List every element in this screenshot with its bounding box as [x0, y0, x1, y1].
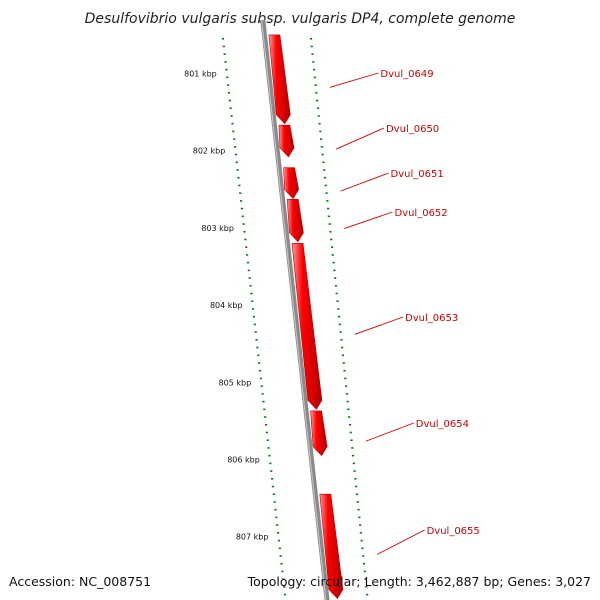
gene-label[interactable]: Dvul_0649	[380, 69, 433, 80]
scale-label: 807 kbp	[236, 533, 269, 542]
gene-arrow-dvul-0651[interactable]	[283, 167, 299, 200]
gene-arrow-shape[interactable]	[310, 410, 328, 457]
scale-label: 804 kbp	[210, 301, 243, 310]
gene-arrow-shape[interactable]	[268, 34, 291, 125]
gene-label[interactable]: Dvul_0651	[391, 169, 444, 180]
gene-arrow-dvul-0653[interactable]	[291, 243, 323, 410]
gene-leader-line	[329, 72, 379, 88]
map-title: Desulfovibrio vulgaris subsp. vulgaris D…	[85, 11, 516, 27]
accession-text: Accession: NC_008751	[9, 574, 151, 589]
gene-leader-line	[336, 127, 385, 150]
genome-summary-text: Topology: circular; Length: 3,462,887 bp…	[247, 574, 591, 589]
gene-arrow-shape[interactable]	[319, 493, 344, 599]
gene-arrow-dvul-0654[interactable]	[310, 410, 328, 457]
scale-label: 805 kbp	[219, 378, 252, 387]
label-layer: Dvul_0649 Dvul_0650 Dvul_0651 Dvul_0652 Dvul…	[329, 69, 480, 555]
gene-label[interactable]: Dvul_0655	[427, 526, 480, 537]
gene-leader-line	[344, 211, 393, 229]
gene-arrow-dvul-0650[interactable]	[278, 124, 295, 158]
gene-arrow-dvul-0652[interactable]	[286, 199, 304, 243]
gene-label[interactable]: Dvul_0653	[405, 313, 458, 324]
backbone-layer	[260, 19, 330, 600]
scale-label: 802 kbp	[193, 147, 226, 156]
gene-arrow-dvul-0655[interactable]	[319, 493, 344, 599]
scale-label: 806 kbp	[227, 456, 260, 465]
gene-label[interactable]: Dvul_0650	[386, 124, 439, 135]
gene-arrow-shape[interactable]	[283, 167, 299, 200]
gene-arrow-shape[interactable]	[278, 124, 295, 158]
gene-arrow-shape[interactable]	[291, 243, 323, 410]
tick-layer: 801 kbp 802 kbp 803 kbp 804 kbp 805 kbp 806 k…	[184, 37, 369, 596]
gene-leader-line	[340, 172, 389, 192]
scale-label: 801 kbp	[184, 70, 217, 79]
gene-leader-line	[354, 316, 404, 335]
gene-leader-line	[365, 422, 414, 442]
scale-label: 803 kbp	[201, 224, 234, 233]
gene-layer	[268, 34, 344, 599]
genome-backbone	[260, 19, 330, 600]
genome-backbone-highlight	[261, 19, 327, 600]
gene-arrow-shape[interactable]	[286, 199, 304, 243]
gene-label[interactable]: Dvul_0654	[416, 419, 469, 430]
gene-arrow-dvul-0649[interactable]	[268, 34, 291, 125]
gene-leader-line	[376, 529, 425, 555]
gene-label[interactable]: Dvul_0652	[394, 208, 447, 219]
